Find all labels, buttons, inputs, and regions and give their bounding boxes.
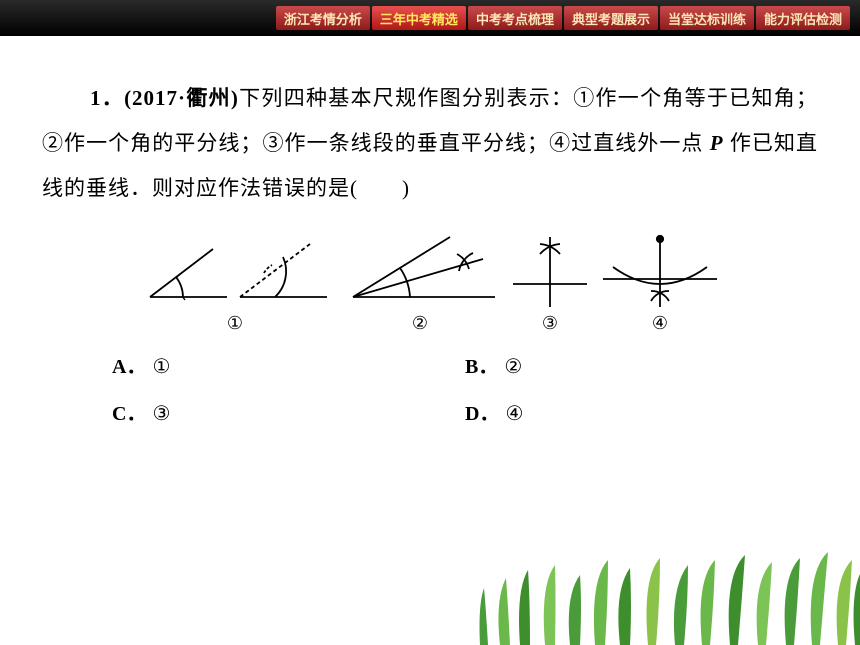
nav-tab-examples[interactable]: 典型考题展示 [564,6,658,30]
option-b-letter: B． [465,350,498,379]
nav-tab-analysis[interactable]: 浙江考情分析 [276,6,370,30]
option-a-value: ① [152,354,170,379]
diagram-4 [595,229,725,311]
option-b[interactable]: B． ② [465,350,818,379]
options-grid: A． ① B． ② C． ③ D． ④ [42,342,818,426]
question-source: (2017·衢州) [124,86,239,110]
nav-tab-points[interactable]: 中考考点梳理 [468,6,562,30]
question-paragraph: 1．(2017·衢州)下列四种基本尺规作图分别表示：①作一个角等于已知角；②作一… [42,76,818,211]
diagram-2-label: ② [412,313,428,334]
grass-decoration [0,550,860,645]
option-d[interactable]: D． ④ [465,397,818,426]
option-c-letter: C． [112,397,146,426]
diagram-2 [335,229,505,311]
option-c-value: ③ [152,401,170,426]
question-number: 1． [90,86,124,110]
option-a[interactable]: A． ① [112,350,465,379]
diagram-3-label: ③ [542,313,558,334]
nav-tab-three-year[interactable]: 三年中考精选 [372,6,466,30]
point-p: P [710,131,724,155]
option-a-letter: A． [112,350,146,379]
diagram-row: ① ② [42,229,818,334]
top-nav-bar: 浙江考情分析 三年中考精选 中考考点梳理 典型考题展示 当堂达标训练 能力评估检… [0,0,860,36]
nav-tab-training[interactable]: 当堂达标训练 [660,6,754,30]
diagram-1 [135,229,335,311]
diagram-1-label: ① [227,313,243,334]
nav-tab-assessment[interactable]: 能力评估检测 [756,6,850,30]
option-d-letter: D． [465,397,499,426]
option-b-value: ② [504,354,522,379]
slide-content: 1．(2017·衢州)下列四种基本尺规作图分别表示：①作一个角等于已知角；②作一… [0,36,860,426]
option-c[interactable]: C． ③ [112,397,465,426]
diagram-3-wrap: ③ [505,229,595,334]
diagram-2-wrap: ② [335,229,505,334]
diagram-4-wrap: ④ [595,229,725,334]
diagram-1-wrap: ① [135,229,335,334]
diagram-3 [505,229,595,311]
option-d-value: ④ [505,401,523,426]
diagram-4-label: ④ [652,313,668,334]
